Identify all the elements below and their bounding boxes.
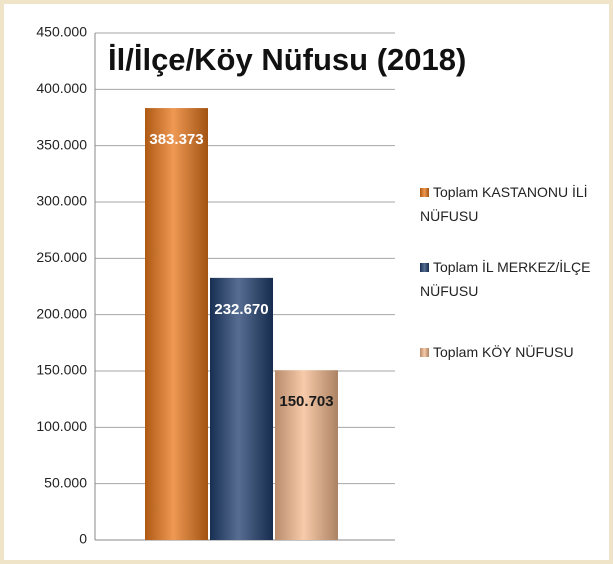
legend-item: Toplam KÖY NÜFUSU — [420, 340, 600, 364]
legend-label: Toplam İL MERKEZ/İLÇE NÜFUSU — [420, 259, 591, 299]
bar — [210, 277, 273, 540]
y-tick-label: 50.000 — [44, 474, 87, 490]
y-tick-label: 0 — [79, 531, 87, 547]
bar — [275, 370, 338, 540]
chart-title: İl/İlçe/Köy Nüfusu (2018) — [108, 42, 466, 77]
y-tick-label: 300.000 — [36, 193, 87, 209]
y-tick-label: 450.000 — [36, 24, 87, 40]
y-tick-label: 400.000 — [36, 80, 87, 96]
data-label: 150.703 — [279, 393, 333, 410]
bar — [145, 108, 208, 541]
legend-swatch — [420, 188, 429, 197]
legend-swatch — [420, 263, 429, 272]
y-tick-label: 150.000 — [36, 362, 87, 378]
y-tick-label: 350.000 — [36, 136, 87, 152]
legend-label: Toplam KASTANONU İLİ NÜFUSU — [420, 184, 588, 224]
legend-swatch — [420, 348, 429, 357]
y-tick-label: 250.000 — [36, 249, 87, 265]
y-tick-label: 200.000 — [36, 305, 87, 321]
data-label: 383.373 — [149, 131, 203, 148]
legend-item: Toplam KASTANONU İLİ NÜFUSU — [420, 180, 600, 228]
y-tick-label: 100.000 — [36, 418, 87, 434]
legend-label: Toplam KÖY NÜFUSU — [433, 344, 574, 360]
legend-item: Toplam İL MERKEZ/İLÇE NÜFUSU — [420, 255, 600, 303]
data-label: 232.670 — [214, 301, 268, 318]
